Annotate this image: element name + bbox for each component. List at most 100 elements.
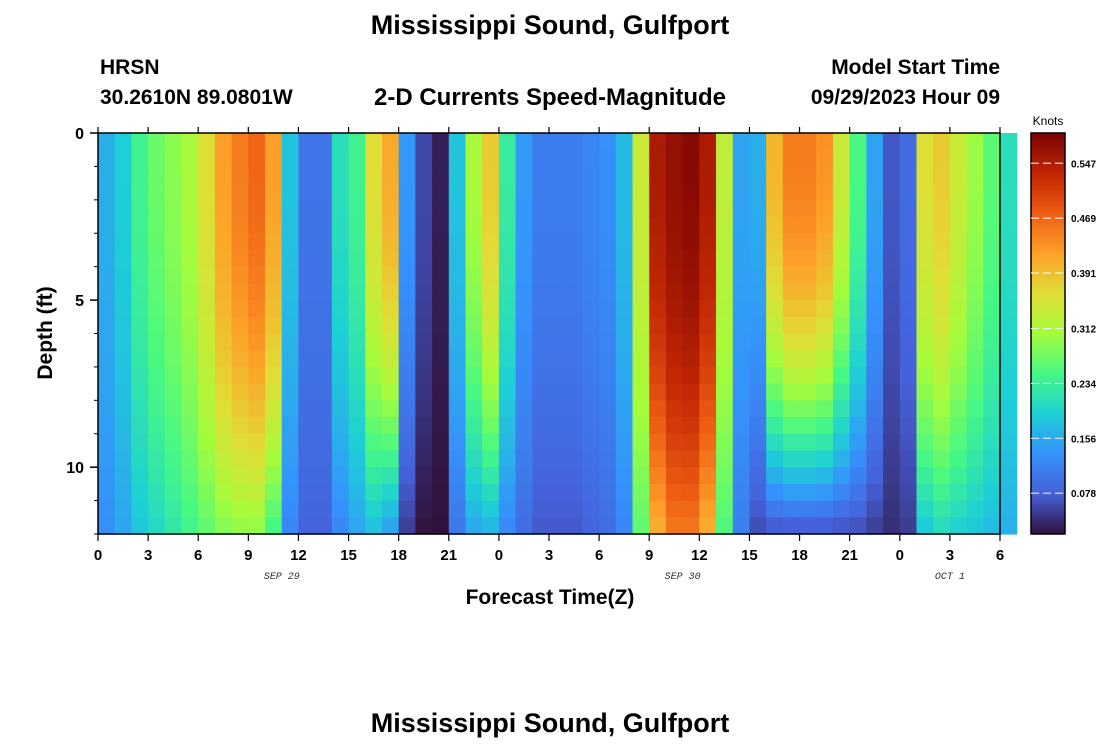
heatmap-cell: [348, 400, 366, 418]
heatmap-cell: [214, 467, 233, 485]
heatmap-cell: [415, 316, 433, 335]
heatmap-cell: [515, 467, 533, 485]
heatmap-cell: [448, 183, 467, 201]
heatmap-cell: [1000, 300, 1018, 318]
heatmap-cell: [298, 233, 316, 251]
heatmap-cell: [265, 133, 283, 151]
heatmap-cell: [883, 283, 901, 301]
axes: 0 3 6 9 12 15 18 21 0 3 6 9 12 15 18 21 0 3 6 SEP 29 SEP 30 O…: [66, 126, 1004, 583]
heatmap-cell: [665, 350, 684, 368]
heatmap-cell: [298, 183, 316, 201]
heatmap-cell: [331, 133, 350, 151]
heatmap-cell: [114, 366, 132, 385]
heatmap-cell: [849, 400, 867, 418]
heatmap-cell: [582, 417, 600, 435]
heatmap-cell: [398, 249, 416, 268]
heatmap-cell: [816, 283, 834, 301]
heatmap-cell: [816, 199, 834, 218]
heatmap-cell: [916, 500, 934, 518]
heatmap-cell: [816, 400, 834, 418]
heatmap-cell: [98, 433, 116, 452]
heatmap-cell: [549, 450, 567, 468]
x-tick-label: 15: [741, 547, 758, 564]
heatmap-cell: [498, 249, 517, 268]
heatmap-cell: [565, 433, 583, 452]
heatmap-cell: [281, 300, 300, 318]
heatmap-cell: [699, 316, 717, 335]
heatmap-cell: [983, 433, 1001, 452]
heatmap-cell: [248, 166, 266, 184]
heatmap-cell: [899, 417, 918, 435]
heatmap-cell: [148, 233, 166, 251]
heatmap-cell: [665, 216, 684, 234]
heatmap-cell: [315, 216, 333, 234]
heatmap-cell: [832, 350, 851, 368]
heatmap-cell: [281, 133, 300, 151]
heatmap-cell: [181, 467, 199, 485]
heatmap-cell: [899, 199, 918, 218]
heatmap-cell: [582, 283, 600, 301]
heatmap-cell: [281, 199, 300, 218]
heatmap-cell: [832, 249, 851, 268]
heatmap-cell: [899, 316, 918, 335]
heatmap-cell: [832, 166, 851, 184]
heatmap-cell: [432, 383, 450, 401]
heatmap-cell: [348, 450, 366, 468]
date-label: SEP 30: [665, 572, 701, 583]
x-tick-label: 6: [194, 547, 202, 564]
heatmap-cell: [632, 450, 650, 468]
heatmap-cell: [866, 433, 884, 452]
heatmap-cell: [849, 316, 867, 335]
heatmap-cell: [315, 249, 333, 268]
heatmap-cell: [432, 266, 450, 284]
heatmap-cell: [298, 467, 316, 485]
heatmap-cell: [214, 249, 233, 268]
heatmap-cell: [599, 400, 617, 418]
heatmap-cell: [782, 433, 801, 452]
heatmap-cell: [131, 233, 149, 251]
heatmap-cell: [732, 366, 751, 385]
heatmap-cell: [899, 450, 918, 468]
heatmap-cell: [515, 483, 533, 502]
heatmap-cell: [549, 166, 567, 184]
heatmap-cell: [281, 333, 300, 351]
heatmap-cell: [131, 500, 149, 518]
heatmap-cell: [933, 266, 951, 284]
heatmap-cell: [632, 483, 650, 502]
heatmap-cell: [933, 300, 951, 318]
heatmap-cell: [515, 366, 533, 385]
heatmap-cell: [832, 283, 851, 301]
heatmap-cell: [699, 266, 717, 284]
heatmap-cell: [148, 400, 166, 418]
heatmap-cell: [649, 467, 667, 485]
heatmap-cell: [465, 283, 483, 301]
heatmap-cell: [916, 350, 934, 368]
heatmap-cell: [181, 500, 199, 518]
heatmap-cell: [298, 316, 316, 335]
heatmap-cell: [281, 400, 300, 418]
heatmap-cell: [1000, 316, 1018, 335]
heatmap-cell: [214, 266, 233, 284]
heatmap-cell: [515, 300, 533, 318]
heatmap-cell: [515, 249, 533, 268]
heatmap-cell: [899, 467, 918, 485]
heatmap-cell: [214, 400, 233, 418]
heatmap-cell: [381, 383, 400, 401]
heatmap-cell: [365, 216, 383, 234]
heatmap-cell: [933, 366, 951, 385]
heatmap-cell: [799, 183, 817, 201]
heatmap-cell: [465, 249, 483, 268]
model-start-value: 09/29/2023 Hour 09: [810, 86, 1000, 109]
heatmap-cell: [749, 300, 767, 318]
x-tick-label: 0: [94, 547, 102, 564]
heatmap-cell: [599, 500, 617, 518]
heatmap-cell: [916, 183, 934, 201]
heatmap-cell: [699, 249, 717, 268]
heatmap-cell: [348, 216, 366, 234]
heatmap-cell: [114, 316, 132, 335]
heatmap-cell: [198, 467, 216, 485]
heatmap-cell: [315, 283, 333, 301]
heatmap-cell: [849, 383, 867, 401]
heatmap-cell: [415, 283, 433, 301]
heatmap-cell: [315, 383, 333, 401]
